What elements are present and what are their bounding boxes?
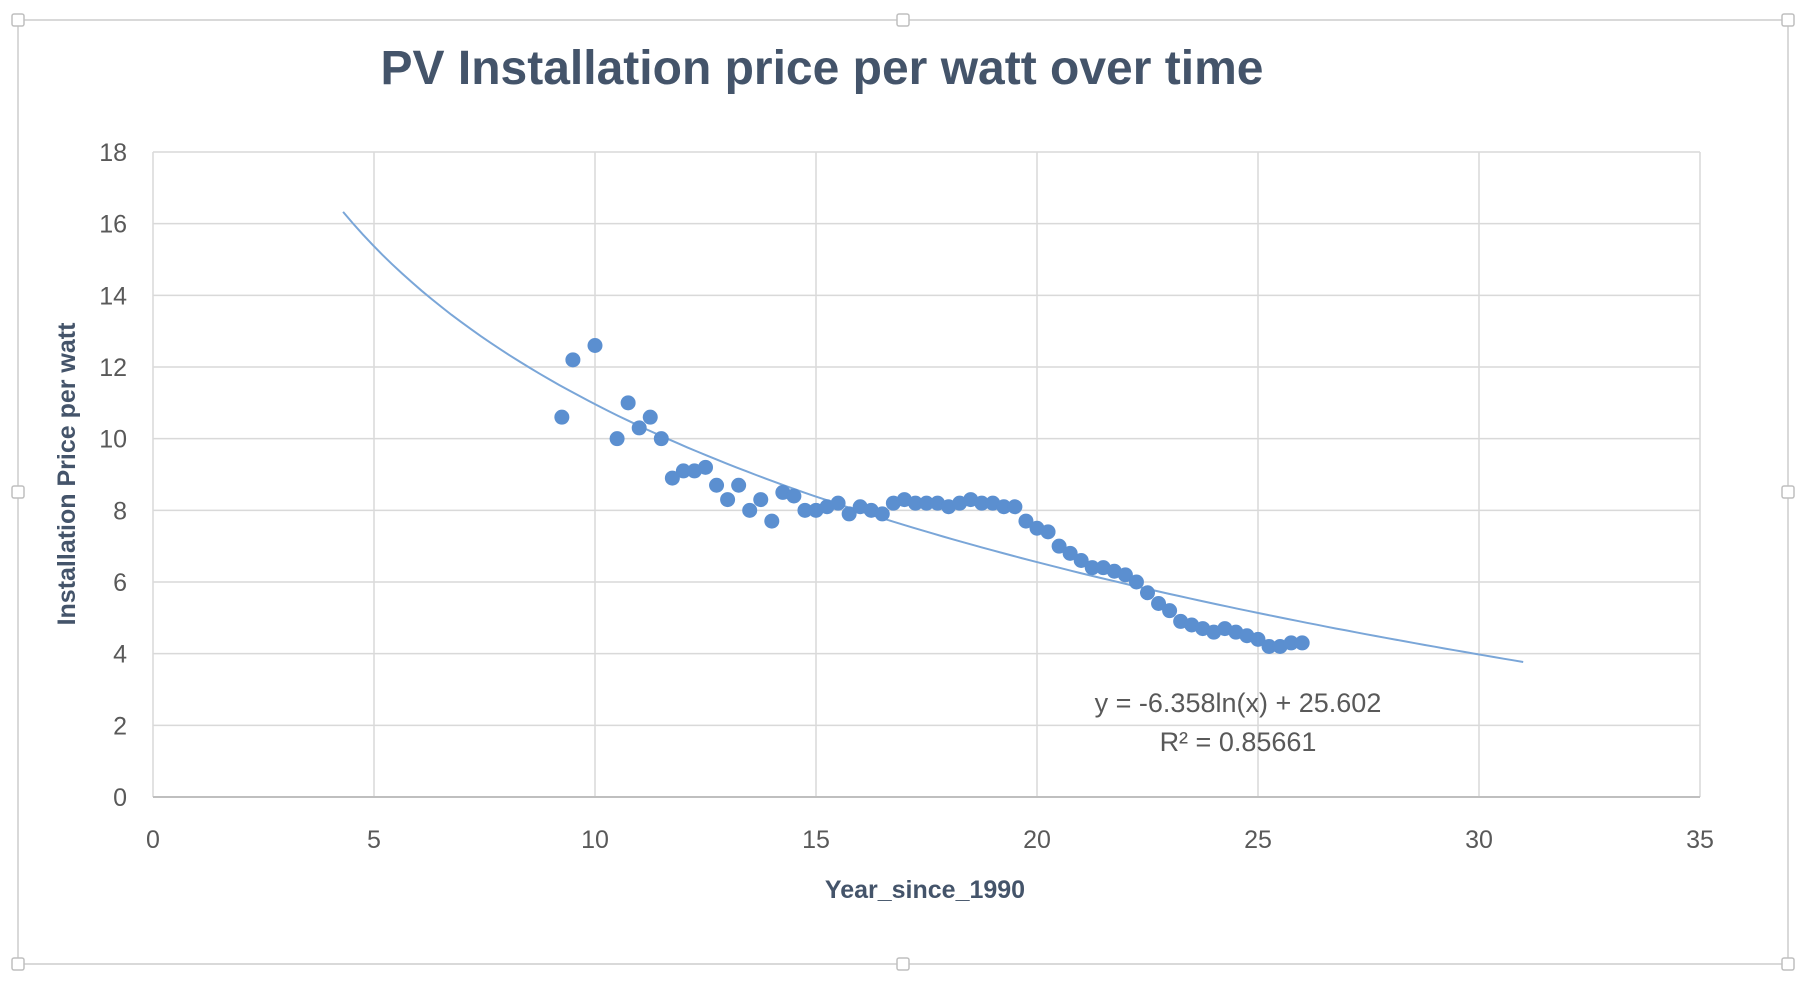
x-tick-label: 0 — [146, 826, 160, 854]
data-point — [874, 506, 890, 522]
x-tick-label: 15 — [802, 826, 830, 854]
data-points — [554, 338, 1310, 654]
x-tick-label: 25 — [1244, 826, 1272, 854]
data-point — [1007, 499, 1023, 515]
data-point — [664, 470, 680, 486]
x-tick-label: 35 — [1686, 826, 1714, 854]
grid-lines — [152, 151, 1701, 798]
selection-handles — [11, 13, 1795, 971]
data-point — [1140, 585, 1155, 601]
y-tick-label: 2 — [113, 712, 127, 740]
data-point — [1250, 631, 1266, 647]
trendline-r-squared: R² = 0.85661 — [1160, 727, 1317, 757]
y-tick-label: 8 — [113, 497, 127, 525]
resize-handle — [11, 485, 25, 499]
data-point — [709, 477, 725, 493]
data-point — [631, 420, 647, 436]
y-tick-labels: 0 2 4 6 8 10 12 14 16 18 — [99, 139, 127, 812]
data-point — [841, 506, 857, 522]
data-point — [620, 395, 636, 411]
data-point — [1117, 567, 1133, 583]
data-point — [720, 492, 736, 508]
trendline-group — [342, 211, 1524, 663]
chart-frame-border — [17, 19, 1789, 965]
data-point — [1128, 574, 1144, 590]
x-tick-label: 5 — [367, 826, 381, 854]
data-point — [919, 495, 934, 511]
data-point — [1294, 635, 1310, 651]
y-tick-label: 14 — [99, 282, 127, 310]
resize-handle — [1781, 13, 1795, 27]
x-tick-label: 10 — [581, 826, 609, 854]
data-point — [565, 352, 581, 368]
trendline-equation: y = -6.358ln(x) + 25.602 — [1095, 688, 1382, 718]
data-point — [1062, 545, 1078, 561]
data-point — [587, 338, 603, 353]
y-axis-title: Installation Price per watt — [53, 322, 81, 626]
resize-handle — [1781, 957, 1795, 971]
data-point — [642, 409, 658, 425]
data-point — [996, 499, 1012, 515]
y-tick-label: 16 — [99, 211, 127, 239]
x-tick-labels: 0 5 10 15 20 25 30 35 — [146, 826, 1714, 854]
data-point — [1073, 553, 1089, 568]
data-point — [1084, 560, 1100, 576]
resize-handle — [896, 13, 910, 27]
y-tick-label: 10 — [99, 426, 127, 454]
resize-handle — [11, 957, 25, 971]
data-point — [907, 495, 923, 511]
data-point — [1151, 596, 1167, 611]
data-point — [1040, 524, 1056, 540]
data-point — [764, 513, 780, 529]
data-point — [609, 431, 625, 447]
data-point — [786, 488, 802, 504]
data-point — [797, 502, 813, 518]
data-point — [1261, 639, 1277, 654]
x-axis-title: Year_since_1990 — [825, 876, 1025, 904]
data-point — [742, 502, 758, 518]
data-point — [698, 459, 713, 475]
trendline — [342, 211, 1524, 663]
data-point — [731, 477, 747, 493]
data-point — [1051, 538, 1067, 554]
data-point — [974, 495, 990, 511]
y-tick-label: 12 — [99, 354, 127, 382]
data-point — [753, 492, 769, 508]
data-point — [1283, 635, 1299, 651]
data-point — [653, 431, 669, 447]
y-tick-label: 6 — [113, 569, 127, 597]
chart-title: PV Installation price per watt over time — [381, 42, 1264, 95]
resize-handle — [1781, 485, 1795, 499]
resize-handle — [896, 957, 910, 971]
data-point — [554, 409, 570, 425]
y-tick-label: 18 — [99, 139, 127, 167]
data-point — [1018, 513, 1034, 529]
y-tick-label: 4 — [113, 641, 127, 669]
resize-handle — [11, 13, 25, 27]
x-tick-label: 20 — [1023, 826, 1051, 854]
data-point — [830, 495, 846, 511]
data-point — [1162, 603, 1178, 619]
data-point — [675, 463, 691, 479]
y-tick-label: 0 — [113, 784, 127, 812]
x-tick-label: 30 — [1465, 826, 1493, 854]
